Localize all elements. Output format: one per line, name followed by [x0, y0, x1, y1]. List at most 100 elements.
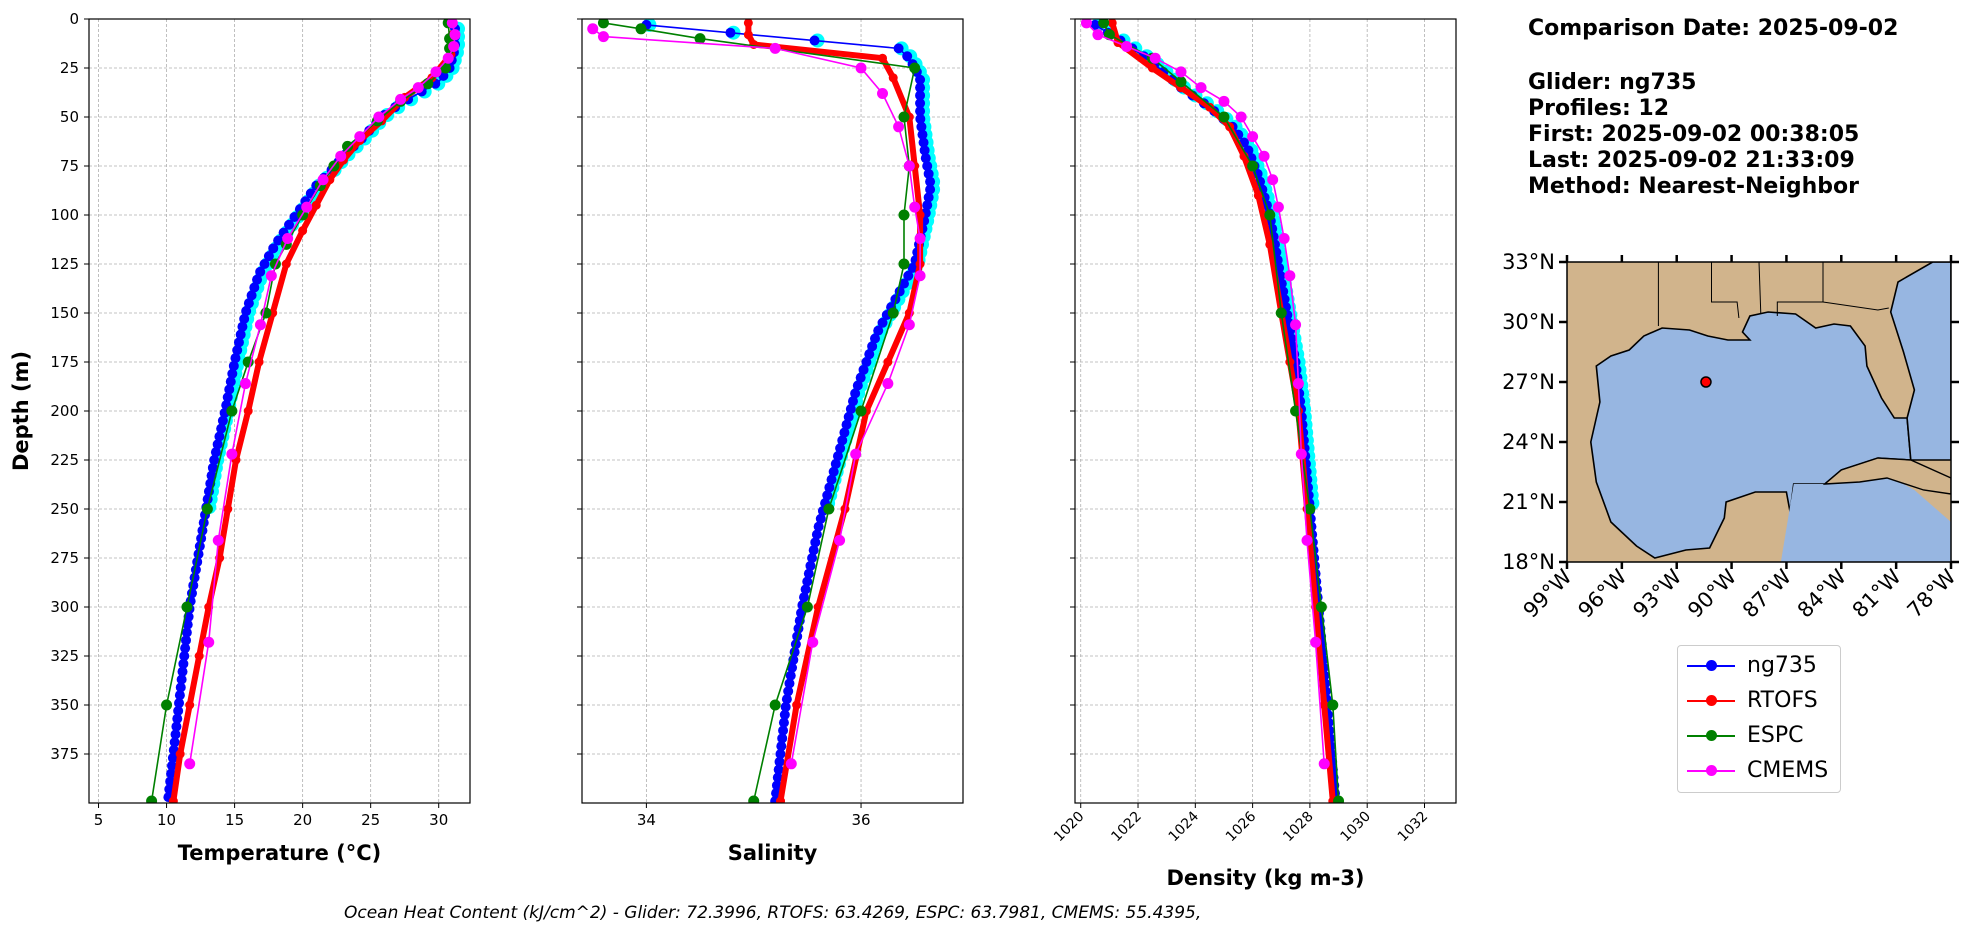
data-point — [771, 780, 782, 791]
data-point — [265, 270, 277, 282]
series-line — [745, 22, 924, 802]
data-point — [223, 504, 233, 514]
data-point — [774, 756, 785, 767]
lon-tick-label: 78°W — [1903, 564, 1961, 622]
y-tick-label: 300 — [50, 598, 79, 616]
data-point — [1284, 270, 1296, 282]
data-point — [1315, 601, 1327, 613]
data-point — [224, 384, 235, 395]
data-point — [823, 503, 835, 515]
data-point — [1278, 233, 1290, 245]
data-point — [922, 161, 933, 171]
data-point — [180, 635, 191, 646]
x-tick-label: 1030 — [1338, 809, 1375, 846]
data-point — [855, 405, 867, 417]
data-point — [1304, 503, 1316, 515]
y-tick-label: 350 — [50, 696, 79, 714]
data-point — [273, 235, 284, 246]
data-point — [259, 259, 270, 269]
data-point — [448, 40, 460, 52]
data-point — [914, 233, 926, 245]
x-axis-label: Salinity — [728, 841, 818, 865]
y-tick-label: 50 — [60, 108, 79, 126]
data-point — [171, 721, 182, 732]
data-point — [239, 378, 251, 390]
x-tick-label: 1024 — [1166, 808, 1203, 845]
data-point — [1235, 111, 1247, 123]
data-point — [1121, 40, 1133, 52]
data-point — [190, 564, 201, 575]
data-point — [773, 764, 784, 775]
data-point — [170, 729, 181, 740]
data-point — [169, 737, 180, 748]
series-rtofs — [168, 30, 457, 803]
data-point — [778, 725, 789, 736]
lat-tick-label: 27°N — [1502, 370, 1555, 394]
data-point — [890, 294, 901, 305]
data-point — [850, 388, 861, 399]
data-point — [1327, 699, 1339, 711]
data-point — [841, 419, 852, 430]
data-point — [1195, 82, 1207, 94]
data-point — [201, 503, 213, 515]
y-tick-label: 25 — [60, 59, 79, 77]
data-point — [167, 752, 178, 763]
data-point — [249, 282, 260, 293]
series-ng735 — [1090, 19, 1341, 803]
series-ng735 — [163, 23, 461, 803]
x-tick-label: 36 — [851, 811, 870, 829]
data-point — [909, 201, 921, 213]
data-point — [237, 321, 248, 332]
data-point — [230, 353, 241, 364]
state-border — [1776, 262, 1824, 316]
x-tick-label: 1022 — [1108, 809, 1145, 846]
data-point — [194, 651, 204, 661]
lon-tick-label: 84°W — [1793, 564, 1851, 622]
x-tick-label: 34 — [637, 811, 656, 829]
data-point — [864, 349, 875, 360]
series-line — [170, 34, 456, 802]
data-point — [830, 458, 841, 469]
data-point — [813, 521, 824, 532]
data-point — [282, 233, 294, 245]
data-point — [442, 52, 454, 64]
data-point — [813, 602, 823, 612]
map-frame — [1566, 261, 1952, 563]
data-point — [828, 466, 839, 477]
y-tick-label: 225 — [50, 451, 79, 469]
x-tick-label: 1028 — [1280, 809, 1317, 846]
data-point — [1275, 307, 1287, 319]
data-point — [1295, 448, 1307, 460]
data-point — [802, 576, 813, 587]
x-tick-label: 20 — [293, 811, 312, 829]
plot-area — [146, 19, 466, 803]
data-point — [182, 619, 193, 630]
data-point — [268, 243, 279, 254]
lon-tick-label: 87°W — [1738, 564, 1796, 622]
legend-marker-icon — [1706, 765, 1717, 776]
data-point — [810, 537, 821, 548]
data-point — [176, 674, 187, 685]
state-border — [1822, 301, 1889, 311]
data-point — [1318, 758, 1330, 770]
data-point — [785, 670, 796, 681]
series-line — [1085, 22, 1325, 764]
data-point — [635, 23, 647, 35]
data-point — [192, 556, 203, 567]
y-tick-label: 375 — [50, 745, 79, 763]
y-tick-label: 275 — [50, 549, 79, 567]
legend-label: RTOFS — [1747, 688, 1818, 713]
data-point — [1218, 95, 1230, 107]
data-point — [1098, 19, 1110, 29]
data-point — [1090, 19, 1101, 30]
data-point — [915, 90, 926, 101]
data-point — [748, 795, 760, 803]
data-point — [769, 42, 781, 54]
data-point — [808, 545, 819, 556]
data-point — [1333, 795, 1345, 803]
data-point — [263, 251, 274, 262]
data-point — [166, 768, 177, 779]
series-line — [1109, 22, 1336, 802]
data-point — [777, 733, 788, 744]
lat-tick-label: 18°N — [1502, 550, 1555, 574]
